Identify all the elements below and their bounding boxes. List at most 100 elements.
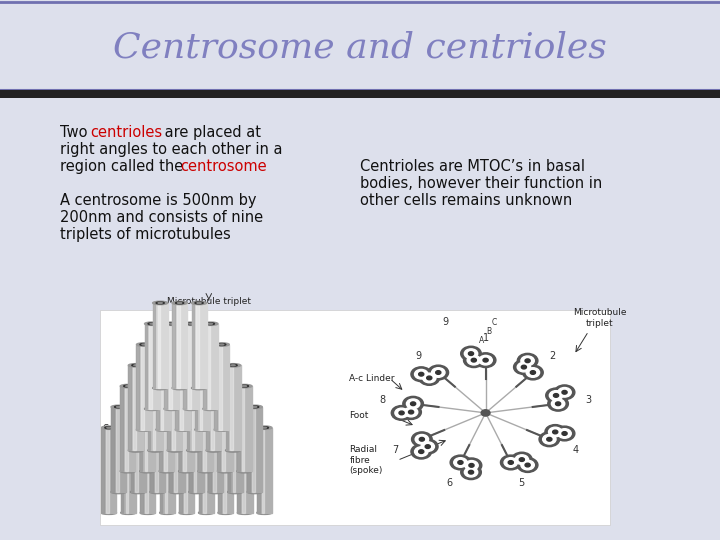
Circle shape bbox=[391, 406, 412, 420]
Ellipse shape bbox=[150, 323, 154, 324]
Ellipse shape bbox=[126, 386, 130, 387]
Circle shape bbox=[543, 435, 556, 444]
Bar bbox=[140, 386, 143, 471]
Ellipse shape bbox=[171, 364, 179, 366]
Bar bbox=[153, 303, 156, 388]
Ellipse shape bbox=[163, 385, 171, 387]
Ellipse shape bbox=[189, 323, 193, 324]
Ellipse shape bbox=[176, 428, 190, 431]
Bar bbox=[177, 303, 180, 388]
Ellipse shape bbox=[143, 385, 151, 387]
Ellipse shape bbox=[159, 384, 174, 388]
Ellipse shape bbox=[203, 407, 218, 410]
Ellipse shape bbox=[228, 490, 243, 494]
Bar bbox=[160, 428, 162, 513]
Bar bbox=[237, 386, 240, 471]
Bar bbox=[194, 407, 197, 492]
Bar bbox=[208, 407, 211, 492]
Bar bbox=[199, 428, 214, 513]
Circle shape bbox=[410, 402, 415, 406]
Ellipse shape bbox=[198, 343, 207, 346]
Ellipse shape bbox=[172, 386, 187, 390]
Circle shape bbox=[467, 355, 480, 365]
Bar bbox=[153, 303, 168, 388]
Circle shape bbox=[464, 349, 477, 359]
Bar bbox=[153, 365, 156, 450]
Text: Radial
fibre
(spoke): Radial fibre (spoke) bbox=[349, 446, 383, 475]
Text: region called the: region called the bbox=[60, 159, 188, 174]
Circle shape bbox=[427, 376, 432, 380]
Circle shape bbox=[481, 410, 490, 416]
Ellipse shape bbox=[176, 302, 184, 304]
Ellipse shape bbox=[153, 301, 168, 305]
Bar bbox=[120, 386, 135, 471]
Bar bbox=[242, 386, 245, 471]
Bar bbox=[197, 303, 199, 388]
Bar bbox=[141, 345, 144, 430]
Bar bbox=[176, 345, 178, 430]
Ellipse shape bbox=[176, 343, 190, 346]
Circle shape bbox=[475, 353, 496, 368]
Ellipse shape bbox=[212, 365, 216, 366]
Ellipse shape bbox=[231, 365, 235, 366]
Text: are placed at: are placed at bbox=[160, 125, 261, 140]
Ellipse shape bbox=[140, 343, 148, 346]
Bar bbox=[219, 345, 222, 430]
Circle shape bbox=[418, 450, 424, 454]
Circle shape bbox=[554, 385, 575, 400]
Circle shape bbox=[483, 359, 488, 362]
Circle shape bbox=[517, 458, 538, 472]
Ellipse shape bbox=[172, 301, 187, 305]
Ellipse shape bbox=[165, 427, 169, 428]
Ellipse shape bbox=[202, 427, 210, 429]
Circle shape bbox=[406, 399, 420, 409]
Bar bbox=[164, 323, 179, 409]
Ellipse shape bbox=[181, 344, 185, 345]
Bar bbox=[217, 386, 233, 471]
Bar bbox=[211, 365, 214, 450]
Ellipse shape bbox=[231, 406, 239, 408]
Circle shape bbox=[458, 461, 463, 464]
Ellipse shape bbox=[148, 363, 163, 367]
Ellipse shape bbox=[194, 343, 210, 346]
Ellipse shape bbox=[111, 490, 126, 494]
Ellipse shape bbox=[145, 386, 149, 387]
Bar bbox=[137, 345, 139, 430]
Ellipse shape bbox=[199, 511, 214, 515]
Bar bbox=[257, 428, 272, 513]
Ellipse shape bbox=[140, 469, 155, 473]
Bar bbox=[111, 407, 114, 492]
Bar bbox=[203, 323, 206, 409]
Ellipse shape bbox=[145, 407, 160, 410]
Bar bbox=[150, 323, 152, 409]
Circle shape bbox=[464, 468, 478, 477]
Bar bbox=[133, 365, 136, 450]
Bar bbox=[130, 407, 133, 492]
Bar bbox=[176, 345, 190, 430]
Bar bbox=[218, 428, 233, 513]
Text: Microtubule triplet: Microtubule triplet bbox=[167, 297, 251, 306]
Ellipse shape bbox=[178, 302, 181, 303]
Bar bbox=[116, 407, 119, 492]
Bar bbox=[156, 345, 171, 430]
Text: 2: 2 bbox=[549, 350, 556, 361]
Text: Foot: Foot bbox=[349, 411, 369, 420]
Circle shape bbox=[517, 362, 531, 372]
Bar bbox=[192, 303, 194, 388]
Circle shape bbox=[412, 432, 432, 447]
Bar bbox=[186, 365, 189, 450]
Text: 3: 3 bbox=[585, 395, 592, 405]
Bar bbox=[252, 407, 255, 492]
Bar bbox=[150, 407, 153, 492]
Ellipse shape bbox=[184, 427, 189, 428]
Ellipse shape bbox=[238, 511, 253, 515]
Ellipse shape bbox=[187, 323, 195, 325]
Bar bbox=[198, 386, 201, 471]
Ellipse shape bbox=[130, 490, 145, 494]
Ellipse shape bbox=[206, 449, 221, 452]
Ellipse shape bbox=[194, 428, 210, 431]
Ellipse shape bbox=[140, 384, 155, 388]
Text: 5: 5 bbox=[518, 478, 524, 488]
Circle shape bbox=[472, 359, 477, 362]
Text: centrioles: centrioles bbox=[90, 125, 162, 140]
